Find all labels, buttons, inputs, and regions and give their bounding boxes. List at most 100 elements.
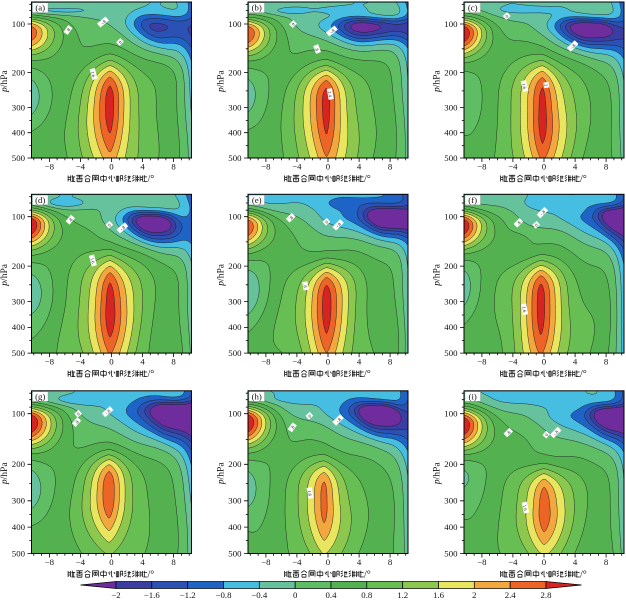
svg-text:−8: −8 — [45, 357, 55, 367]
svg-text:100: 100 — [12, 19, 26, 29]
svg-text:100: 100 — [228, 409, 242, 419]
svg-text:100: 100 — [12, 409, 26, 419]
svg-text:−4: −4 — [508, 557, 518, 567]
svg-text:500: 500 — [228, 348, 242, 358]
svg-text:−4: −4 — [76, 357, 86, 367]
svg-text:p/hPa: p/hPa — [0, 70, 10, 93]
svg-text:100: 100 — [228, 212, 242, 222]
svg-text:−8: −8 — [261, 357, 271, 367]
svg-text:8: 8 — [604, 357, 609, 367]
svg-text:-.8: -.8 — [329, 27, 337, 34]
svg-text:400: 400 — [12, 522, 26, 532]
svg-text:0: 0 — [326, 162, 331, 172]
svg-text:1.6: 1.6 — [522, 504, 528, 511]
svg-text:−4: −4 — [508, 162, 518, 172]
svg-text:-.8: -.8 — [119, 224, 127, 231]
svg-text:400: 400 — [444, 522, 458, 532]
svg-text:−8: −8 — [477, 162, 487, 172]
svg-text:(e): (e) — [252, 195, 262, 205]
svg-text:100: 100 — [12, 212, 26, 222]
svg-text:4: 4 — [573, 557, 578, 567]
svg-text:100: 100 — [444, 409, 458, 419]
svg-text:-.8: -.8 — [569, 42, 577, 50]
svg-text:.8: .8 — [516, 220, 522, 226]
svg-text:p/hPa: p/hPa — [433, 70, 443, 93]
svg-text:500: 500 — [12, 348, 26, 358]
svg-text:300: 300 — [228, 102, 242, 112]
svg-text:400: 400 — [444, 128, 458, 138]
svg-text:200: 200 — [12, 67, 26, 77]
svg-text:500: 500 — [12, 548, 26, 558]
svg-text:−4: −4 — [76, 162, 86, 172]
svg-text:2.4: 2.4 — [327, 91, 333, 98]
svg-text:−4: −4 — [292, 162, 302, 172]
svg-text:8: 8 — [388, 557, 393, 567]
svg-text:2.4: 2.4 — [505, 590, 517, 600]
svg-text:p/hPa: p/hPa — [217, 70, 227, 93]
svg-text:300: 300 — [444, 102, 458, 112]
svg-text:0: 0 — [542, 357, 547, 367]
svg-text:8: 8 — [171, 357, 176, 367]
svg-text:−4: −4 — [508, 357, 518, 367]
svg-text:0: 0 — [534, 222, 540, 228]
svg-text:−8: −8 — [261, 557, 271, 567]
svg-text:500: 500 — [444, 348, 458, 358]
svg-text:1.6: 1.6 — [307, 490, 313, 497]
svg-text:−0.8: −0.8 — [216, 590, 233, 600]
svg-text:−8: −8 — [477, 557, 487, 567]
svg-text:0: 0 — [326, 557, 331, 567]
svg-text:.8: .8 — [302, 284, 308, 289]
svg-text:/°: /° — [364, 369, 371, 380]
svg-text:100: 100 — [444, 19, 458, 29]
svg-text:(h): (h) — [252, 391, 262, 401]
svg-text:8: 8 — [388, 357, 393, 367]
svg-text:0: 0 — [542, 162, 547, 172]
svg-text:0: 0 — [293, 590, 298, 600]
svg-text:p/hPa: p/hPa — [217, 462, 227, 485]
svg-text:-.8: -.8 — [552, 429, 560, 437]
svg-text:4: 4 — [357, 162, 362, 172]
svg-text:400: 400 — [228, 522, 242, 532]
svg-text:p/hPa: p/hPa — [433, 263, 443, 286]
svg-text:/°: /° — [148, 369, 155, 380]
svg-text:500: 500 — [444, 548, 458, 558]
svg-text:-.8: -.8 — [335, 221, 343, 229]
svg-text:(d): (d) — [35, 195, 45, 205]
svg-text:4: 4 — [357, 357, 362, 367]
svg-text:0: 0 — [324, 219, 330, 225]
svg-text:0: 0 — [542, 557, 547, 567]
svg-text:4: 4 — [573, 357, 578, 367]
svg-text:2: 2 — [472, 590, 476, 600]
svg-text:.8: .8 — [68, 216, 74, 222]
svg-text:500: 500 — [228, 153, 242, 163]
svg-text:−4: −4 — [292, 557, 302, 567]
svg-text:−8: −8 — [261, 162, 271, 172]
svg-text:0.4: 0.4 — [326, 590, 338, 600]
svg-text:(c): (c) — [468, 3, 478, 13]
svg-text:0: 0 — [109, 162, 114, 172]
svg-text:1.6: 1.6 — [521, 83, 527, 91]
svg-text:200: 200 — [12, 459, 26, 469]
svg-text:/°: /° — [148, 174, 155, 185]
svg-text:500: 500 — [228, 548, 242, 558]
svg-text:−8: −8 — [477, 357, 487, 367]
svg-text:8: 8 — [171, 162, 176, 172]
svg-text:0: 0 — [544, 432, 550, 438]
svg-text:500: 500 — [444, 153, 458, 163]
svg-text:8: 8 — [388, 162, 393, 172]
svg-text:/°: /° — [580, 569, 587, 580]
svg-text:0: 0 — [307, 413, 313, 419]
svg-text:8: 8 — [604, 557, 609, 567]
svg-text:.8: .8 — [314, 47, 320, 53]
svg-text:0: 0 — [326, 357, 331, 367]
svg-text:2: 2 — [543, 84, 548, 88]
svg-text:−1.6: −1.6 — [144, 590, 161, 600]
svg-text:/°: /° — [580, 369, 587, 380]
svg-text:0: 0 — [118, 39, 124, 45]
svg-text:0: 0 — [109, 557, 114, 567]
svg-text:0: 0 — [291, 21, 297, 27]
svg-text:−4: −4 — [292, 357, 302, 367]
svg-text:300: 300 — [228, 496, 242, 506]
svg-text:8: 8 — [604, 162, 609, 172]
svg-text:4: 4 — [140, 162, 145, 172]
